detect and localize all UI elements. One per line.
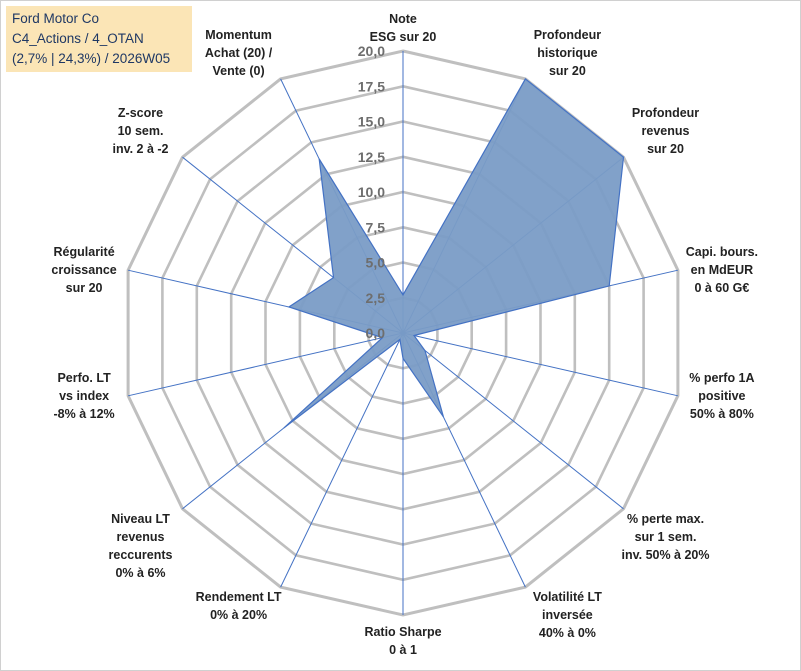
- spoke-10: [127, 332, 404, 397]
- axis-label-line: en MdEUR: [691, 263, 754, 277]
- tick-label: 7,5: [366, 219, 386, 235]
- axis-label-line: Niveau LT: [111, 512, 170, 526]
- axis-label-line: inv. 2 à -2: [112, 142, 168, 156]
- axis-label-line: Capi. bours.: [686, 245, 758, 259]
- axis-label-5: % perte max. sur 1 sem. inv. 50% à 20%: [621, 512, 709, 562]
- axis-label-line: Note: [389, 12, 417, 26]
- axis-label-8: Rendement LT 0% à 20%: [196, 590, 282, 622]
- axis-label-line: croissance: [51, 263, 116, 277]
- title-line-company: Ford Motor Co: [12, 11, 100, 26]
- axis-label-line: 40% à 0%: [539, 626, 596, 640]
- tick-label: 5,0: [366, 255, 386, 271]
- axis-label-line: Ratio Sharpe: [364, 625, 441, 639]
- axis-label-line: Rendement LT: [196, 590, 282, 604]
- axis-label-line: positive: [698, 389, 745, 403]
- tick-label: 10,0: [358, 184, 385, 200]
- axis-label-line: Profondeur: [632, 106, 699, 120]
- axis-label-line: -8% à 12%: [54, 407, 115, 421]
- axis-label-line: revenus: [117, 530, 165, 544]
- axis-label-line: 0 à 1: [389, 643, 417, 657]
- tick-label: 15,0: [358, 114, 385, 130]
- axis-label-1: Profondeur historique sur 20: [534, 28, 601, 78]
- axis-label-line: sur 20: [647, 142, 684, 156]
- radar-axis-labels: Note ESG sur 20 Profondeur historique sur 20…: [51, 12, 758, 657]
- axis-label-line: Z-score: [118, 106, 163, 120]
- axis-label-line: Régularité: [54, 245, 115, 259]
- axis-label-12: Z-score 10 sem. inv. 2 à -2: [112, 106, 168, 156]
- spoke-8: [280, 332, 404, 588]
- axis-label-line: sur 20: [66, 281, 103, 295]
- tick-label: 12,5: [358, 149, 385, 165]
- axis-label-line: 10 sem.: [118, 124, 164, 138]
- axis-label-line: sur 1 sem.: [635, 530, 697, 544]
- radar-series: [283, 77, 625, 429]
- axis-label-2: Profondeur revenus sur 20: [632, 106, 699, 156]
- title-box: Ford Motor Co C4_Actions / 4_OTAN (2,7% …: [6, 6, 192, 72]
- axis-label-line: ESG sur 20: [370, 30, 437, 44]
- axis-label-4: % perfo 1A positive 50% à 80%: [689, 371, 754, 421]
- radar-tick-labels: 0,0 2,5 5,0 7,5 10,0 12,5 15,0 17,5 20,0: [358, 43, 385, 341]
- axis-label-line: 50% à 80%: [690, 407, 754, 421]
- axis-label-line: vs index: [59, 389, 109, 403]
- tick-label: 0,0: [366, 325, 386, 341]
- axis-label-line: Vente (0): [213, 64, 265, 78]
- axis-label-3: Capi. bours. en MdEUR 0 à 60 G€: [686, 245, 758, 295]
- axis-label-line: Perfo. LT: [57, 371, 111, 385]
- tick-label: 2,5: [366, 290, 386, 306]
- axis-label-9: Niveau LT revenus reccurents 0% à 6%: [109, 512, 173, 580]
- axis-label-line: revenus: [642, 124, 690, 138]
- axis-label-11: Régularité croissance sur 20: [51, 245, 116, 295]
- axis-label-line: sur 20: [549, 64, 586, 78]
- spoke-4: [402, 332, 679, 397]
- axis-label-line: reccurents: [109, 548, 173, 562]
- axis-label-13: Momentum Achat (20) / Vente (0): [205, 28, 273, 78]
- title-line-category: C4_Actions / 4_OTAN: [12, 31, 144, 46]
- axis-label-line: Volatilité LT: [533, 590, 602, 604]
- axis-label-line: 0% à 20%: [210, 608, 267, 622]
- title-line-stats: (2,7% | 24,3%) / 2026W05: [12, 51, 171, 66]
- axis-label-line: Momentum: [205, 28, 272, 42]
- axis-label-line: Achat (20) /: [205, 46, 273, 60]
- axis-label-line: % perfo 1A: [689, 371, 754, 385]
- tick-label: 20,0: [358, 43, 385, 59]
- axis-label-7: Ratio Sharpe 0 à 1: [364, 625, 441, 657]
- axis-label-line: 0 à 60 G€: [694, 281, 749, 295]
- tick-label: 17,5: [358, 78, 385, 94]
- series-area: [283, 77, 625, 429]
- axis-label-line: historique: [537, 46, 597, 60]
- axis-label-10: Perfo. LT vs index -8% à 12%: [54, 371, 115, 421]
- axis-label-6: Volatilité LT inversée 40% à 0%: [533, 590, 602, 640]
- axis-label-0: Note ESG sur 20: [370, 12, 437, 44]
- axis-label-line: % perte max.: [627, 512, 704, 526]
- axis-label-line: inversée: [542, 608, 593, 622]
- spoke-5: [402, 332, 624, 510]
- axis-label-line: inv. 50% à 20%: [621, 548, 709, 562]
- axis-label-line: Profondeur: [534, 28, 601, 42]
- axis-label-line: 0% à 6%: [115, 566, 165, 580]
